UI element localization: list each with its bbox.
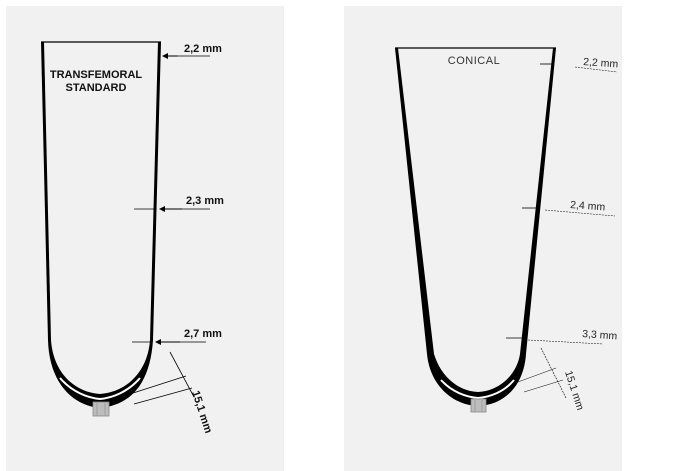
transfemoral-dim-low-label: 2,7 mm bbox=[184, 328, 222, 340]
transfemoral-dim-mid-label: 2,3 mm bbox=[186, 195, 224, 207]
transfemoral-dim-top-label: 2,2 mm bbox=[184, 43, 222, 55]
conical-dim-bottom-label: 15,1 mm bbox=[562, 369, 586, 412]
conical-dim-top-marker bbox=[540, 63, 618, 73]
conical-dim-mid-marker bbox=[522, 207, 616, 217]
transfemoral-dim-bottom-marker bbox=[129, 351, 195, 405]
transfemoral-shell-wall bbox=[41, 42, 161, 408]
conical-socket bbox=[395, 47, 556, 413]
transfemoral-socket bbox=[41, 41, 161, 417]
transfemoral-distal-connector bbox=[92, 401, 110, 417]
panel-transfemoral-standard bbox=[6, 6, 284, 471]
conical-distal-connector bbox=[470, 398, 487, 413]
conical-title: CONICAL bbox=[448, 55, 500, 67]
transfemoral-title-line1: TRANSFEMORAL bbox=[50, 69, 143, 81]
transfemoral-title-line2: STANDARD bbox=[66, 82, 127, 94]
conical-dim-bottom-marker bbox=[517, 347, 567, 399]
conical-dim-mid-label: 2,4 mm bbox=[570, 199, 606, 213]
conical-shell-wall bbox=[395, 48, 556, 406]
conical-dim-top-label: 2,2 mm bbox=[583, 56, 619, 70]
conical-dim-low-label: 3,3 mm bbox=[582, 328, 618, 342]
transfemoral-dim-bottom-label: 15,1 mm bbox=[189, 389, 214, 435]
conical-dim-low-marker bbox=[506, 337, 604, 345]
